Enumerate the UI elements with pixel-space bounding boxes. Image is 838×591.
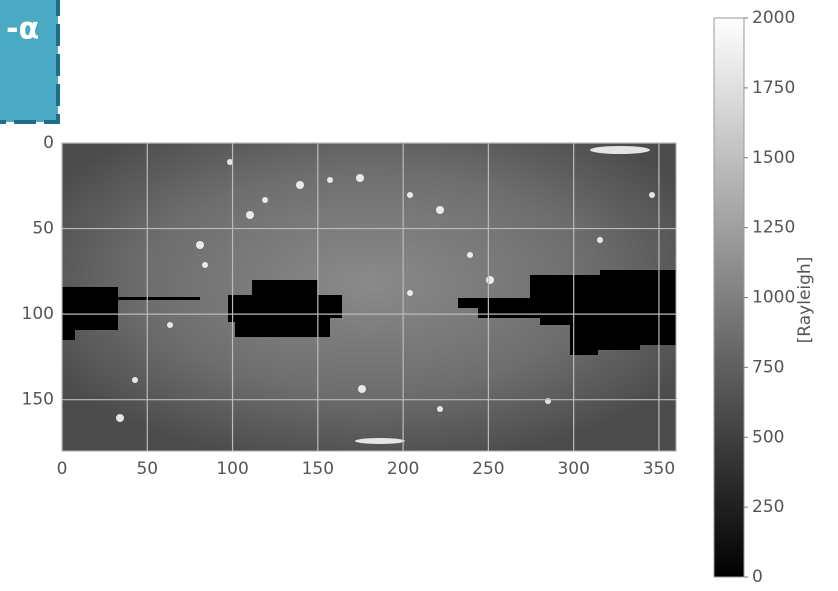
colorbar-tick-label: 1750 xyxy=(752,78,795,98)
badge-text: -α xyxy=(6,12,39,47)
colorbar-tick-label: 750 xyxy=(752,357,784,377)
y-tick-label: 150 xyxy=(22,390,54,410)
y-tick-label: 50 xyxy=(32,219,54,239)
x-tick-label: 350 xyxy=(643,459,675,479)
y-tick-label: 0 xyxy=(43,133,54,153)
colorbar-label: [Rayleigh] xyxy=(795,257,815,344)
x-tick-label: 0 xyxy=(57,459,68,479)
x-tick-label: 250 xyxy=(472,459,504,479)
colorbar xyxy=(714,18,744,577)
x-tick-label: 100 xyxy=(216,459,248,479)
colorbar-tick-label: 250 xyxy=(752,497,784,517)
x-tick-label: 50 xyxy=(136,459,158,479)
y-tick-label: 100 xyxy=(22,304,54,324)
x-tick-label: 150 xyxy=(302,459,334,479)
chart: -α [Rayleigh] 0 50 100 150 200 250 300 350 0 50 10… xyxy=(0,0,838,587)
badge: -α xyxy=(0,0,58,122)
x-tick-label: 300 xyxy=(557,459,589,479)
x-tick-label: 200 xyxy=(387,459,419,479)
colorbar-tick-label: 0 xyxy=(752,567,763,587)
heatmap-image xyxy=(62,143,676,451)
colorbar-tick-label: 1250 xyxy=(752,218,795,238)
colorbar-tick-label: 1000 xyxy=(752,288,795,308)
colorbar-tick-label: 2000 xyxy=(752,8,795,28)
colorbar-tick-label: 500 xyxy=(752,427,784,447)
colorbar-tick-label: 1500 xyxy=(752,148,795,168)
